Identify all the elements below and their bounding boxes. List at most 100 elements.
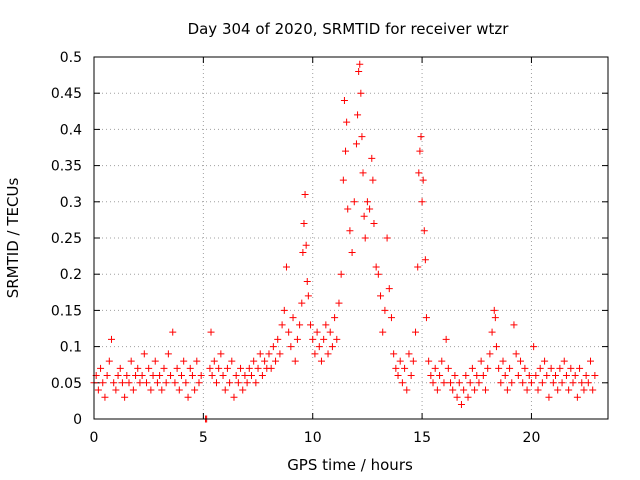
data-point <box>252 379 260 387</box>
data-point <box>387 314 395 322</box>
data-point <box>339 176 347 184</box>
data-point <box>175 386 183 394</box>
data-point <box>223 364 231 372</box>
data-point <box>541 357 549 365</box>
data-point <box>243 379 251 387</box>
data-point <box>356 60 364 68</box>
data-point <box>217 350 225 358</box>
data-point <box>374 270 382 278</box>
data-point <box>468 364 476 372</box>
data-point <box>457 401 465 409</box>
data-point <box>556 364 564 372</box>
data-point <box>241 372 249 380</box>
data-point <box>429 379 437 387</box>
data-point <box>527 379 535 387</box>
data-point <box>276 350 284 358</box>
data-point <box>346 227 354 235</box>
data-point <box>417 133 425 141</box>
data-point <box>282 263 290 271</box>
y-axis-label: SRMTID / TECUs <box>4 178 22 299</box>
data-point <box>180 357 188 365</box>
y-tick-label: 0.05 <box>51 376 82 392</box>
data-point <box>164 350 172 358</box>
data-point <box>477 357 485 365</box>
data-point <box>422 314 430 322</box>
data-point <box>105 357 113 365</box>
data-point <box>381 306 389 314</box>
data-point <box>326 328 334 336</box>
x-tick-label: 5 <box>199 430 208 446</box>
data-point <box>372 263 380 271</box>
x-tick-label: 20 <box>523 430 541 446</box>
data-point <box>298 299 306 307</box>
data-point <box>228 357 236 365</box>
data-point <box>267 364 275 372</box>
data-point <box>188 372 196 380</box>
data-point <box>385 285 393 293</box>
data-point <box>420 227 428 235</box>
data-point <box>427 372 435 380</box>
data-point <box>125 379 133 387</box>
data-point <box>466 379 474 387</box>
y-tick-label: 0 <box>73 412 82 428</box>
data-point <box>299 248 307 256</box>
data-point <box>167 372 175 380</box>
data-point <box>208 372 216 380</box>
data-point <box>584 379 592 387</box>
data-point <box>554 386 562 394</box>
data-point <box>315 343 323 351</box>
data-point <box>368 154 376 162</box>
y-tick-label: 0.25 <box>51 231 82 247</box>
data-point <box>433 386 441 394</box>
data-point <box>438 357 446 365</box>
data-point <box>390 350 398 358</box>
data-point <box>534 386 542 394</box>
data-point <box>151 357 159 365</box>
data-point <box>110 379 118 387</box>
chart-title: Day 304 of 2020, SRMTID for receiver wtz… <box>188 20 510 38</box>
data-point <box>449 386 457 394</box>
data-point <box>160 364 168 372</box>
data-point <box>313 328 321 336</box>
data-point <box>256 350 264 358</box>
data-point <box>328 343 336 351</box>
data-point <box>302 241 310 249</box>
data-point <box>177 372 185 380</box>
data-point <box>425 357 433 365</box>
data-point <box>492 343 500 351</box>
data-point <box>219 372 227 380</box>
axis-ticks: 0 5 10 15 20 0 0.05 0.1 0.15 0.2 0.25 0.3 0.35 0.4 0.4… <box>51 50 608 446</box>
data-point <box>414 263 422 271</box>
data-point <box>114 372 122 380</box>
data-point <box>491 314 499 322</box>
data-point <box>580 386 588 394</box>
data-point <box>521 364 529 372</box>
data-point <box>460 386 468 394</box>
data-point <box>360 212 368 220</box>
data-point <box>239 386 247 394</box>
data-point <box>447 379 455 387</box>
data-point <box>103 372 111 380</box>
data-point <box>530 343 538 351</box>
data-point <box>280 306 288 314</box>
data-point <box>366 205 374 213</box>
data-point <box>473 372 481 380</box>
data-point <box>587 357 595 365</box>
data-point <box>396 357 404 365</box>
data-point <box>138 372 146 380</box>
data-point <box>118 379 126 387</box>
y-tick-label: 0.45 <box>51 86 82 102</box>
data-point <box>184 393 192 401</box>
data-point <box>320 335 328 343</box>
data-point <box>309 335 317 343</box>
data-point <box>431 364 439 372</box>
data-point <box>116 364 124 372</box>
data-point <box>311 350 319 358</box>
data-point <box>191 386 199 394</box>
data-point <box>322 321 330 329</box>
data-point <box>301 191 309 199</box>
data-point <box>156 372 164 380</box>
data-point <box>289 314 297 322</box>
data-point <box>303 277 311 285</box>
data-point <box>221 386 229 394</box>
